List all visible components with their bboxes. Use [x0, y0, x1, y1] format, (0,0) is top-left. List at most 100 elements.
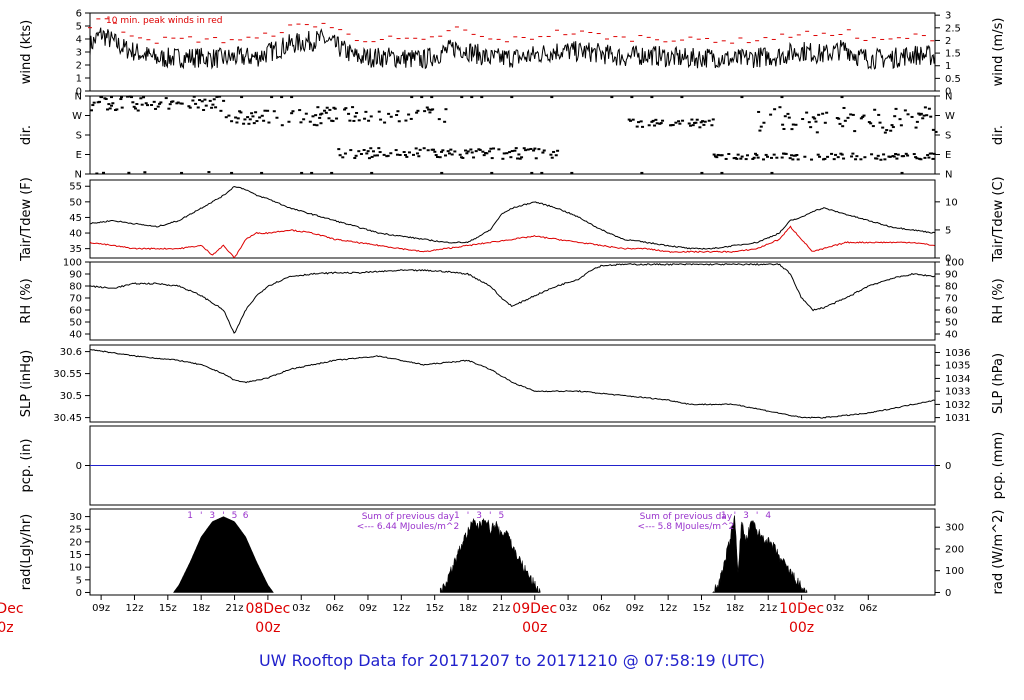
dir-mark — [653, 124, 657, 127]
dir-mark — [287, 120, 291, 123]
xtick-label: 18z — [192, 603, 210, 614]
ytick-label-wind: 2 — [76, 61, 82, 72]
dir-mark — [234, 116, 238, 119]
ytick-right-label-dir: E — [945, 150, 951, 161]
dir-mark — [678, 122, 682, 125]
dir-mark — [720, 154, 724, 157]
dir-mark — [861, 115, 865, 118]
dir-mark — [784, 152, 788, 155]
panel-slp: SLP (inHg) SLP (hPa) 30.45 30.5 30.55 30.6 103… — [19, 344, 1006, 424]
dir-mark — [794, 123, 798, 126]
dir-mark — [917, 112, 921, 115]
dir-mark — [842, 106, 846, 109]
panel-rh: RH (%) RH (%)4050607080901004050607080901… — [19, 258, 1006, 341]
dir-mark — [344, 107, 348, 110]
dir-mark — [191, 99, 195, 102]
dir-mark — [415, 152, 419, 155]
ytick-label-temp: 55 — [69, 182, 82, 193]
dir-mark — [377, 110, 381, 113]
ytick-label-wind: 6 — [76, 9, 82, 20]
dir-mark — [883, 158, 887, 161]
dir-mark — [120, 106, 124, 109]
xtick-label: 12z — [659, 603, 677, 614]
dir-mark — [214, 106, 218, 109]
ytick-label-rh: 80 — [69, 282, 82, 293]
chart-title: UW Rooftop Data for 20171207 to 20171210… — [259, 651, 765, 670]
dir-mark — [119, 98, 123, 101]
dir-mark — [635, 125, 639, 128]
dir-mark — [807, 121, 811, 124]
dir-mark — [366, 150, 370, 153]
dir-mark — [315, 124, 319, 127]
rad-annotation-value: <--- 6.44 MJoules/m^2 — [357, 522, 459, 532]
dir-mark — [420, 96, 424, 99]
dir-mark — [407, 113, 411, 116]
dir-mark — [899, 124, 903, 127]
dir-mark — [387, 112, 391, 115]
dir-mark — [637, 121, 641, 124]
dir-mark — [834, 153, 838, 156]
ylabel-rh: RH (%) — [19, 278, 34, 323]
dir-mark — [923, 106, 927, 109]
dir-mark — [759, 125, 763, 128]
dir-mark — [549, 153, 553, 156]
dir-mark — [931, 157, 935, 160]
ytick-label-wind: 0 — [76, 87, 82, 98]
dir-mark — [365, 152, 369, 155]
dir-mark — [849, 113, 853, 116]
dir-mark — [343, 152, 347, 155]
dir-mark — [437, 118, 441, 121]
xtick-label: 18z — [726, 603, 744, 614]
dir-mark — [254, 111, 258, 114]
dir-mark — [426, 149, 430, 152]
dir-mark — [922, 114, 926, 117]
dir-mark — [407, 151, 411, 154]
dir-mark — [627, 118, 631, 121]
series-tair — [90, 185, 935, 250]
dir-mark — [823, 157, 827, 160]
dir-mark — [840, 96, 844, 99]
day-label-time: 00z — [522, 620, 547, 636]
dir-mark — [90, 109, 93, 112]
ytick-right-label-slp: 1033 — [945, 387, 970, 398]
dir-mark — [840, 153, 844, 156]
dir-mark — [843, 119, 847, 122]
dir-mark — [836, 156, 840, 159]
dir-mark — [134, 107, 138, 110]
dir-mark — [537, 148, 541, 151]
dir-mark — [878, 121, 882, 124]
ytick-right-label-wind: 2.5 — [945, 23, 961, 34]
dir-mark — [98, 100, 102, 103]
dir-mark — [883, 131, 887, 134]
rad-annotation-title: Sum of previous day — [640, 512, 733, 522]
dir-mark — [556, 149, 560, 152]
series-tdew — [90, 225, 935, 258]
ytick-right-label-dir: N — [945, 170, 952, 181]
dir-mark — [243, 118, 247, 121]
dir-mark — [853, 130, 857, 133]
dir-mark — [894, 153, 898, 156]
day-label-date: 08Dec — [245, 601, 290, 617]
dir-mark — [517, 153, 521, 156]
dir-mark — [490, 171, 494, 174]
dir-mark — [540, 171, 544, 174]
dir-mark — [753, 152, 757, 155]
dir-mark — [850, 155, 854, 158]
ytick-right-label-rh: 70 — [945, 294, 958, 305]
dir-mark — [319, 122, 323, 125]
rad-hour-marker: ' — [200, 511, 202, 521]
day-label-date: 10Dec — [779, 601, 824, 617]
dir-mark — [458, 153, 462, 156]
dir-mark — [879, 158, 883, 161]
dir-mark — [449, 148, 453, 151]
dir-mark — [639, 120, 643, 123]
dir-mark — [127, 171, 131, 174]
dir-mark — [825, 111, 829, 114]
dir-mark — [736, 153, 740, 156]
dir-mark — [770, 171, 774, 174]
dir-mark — [107, 103, 111, 106]
dir-mark — [194, 102, 198, 105]
ytick-right-label-wind: 0 — [945, 87, 951, 98]
rad-hour-marker: 1 — [187, 511, 193, 521]
dir-mark — [757, 110, 761, 113]
